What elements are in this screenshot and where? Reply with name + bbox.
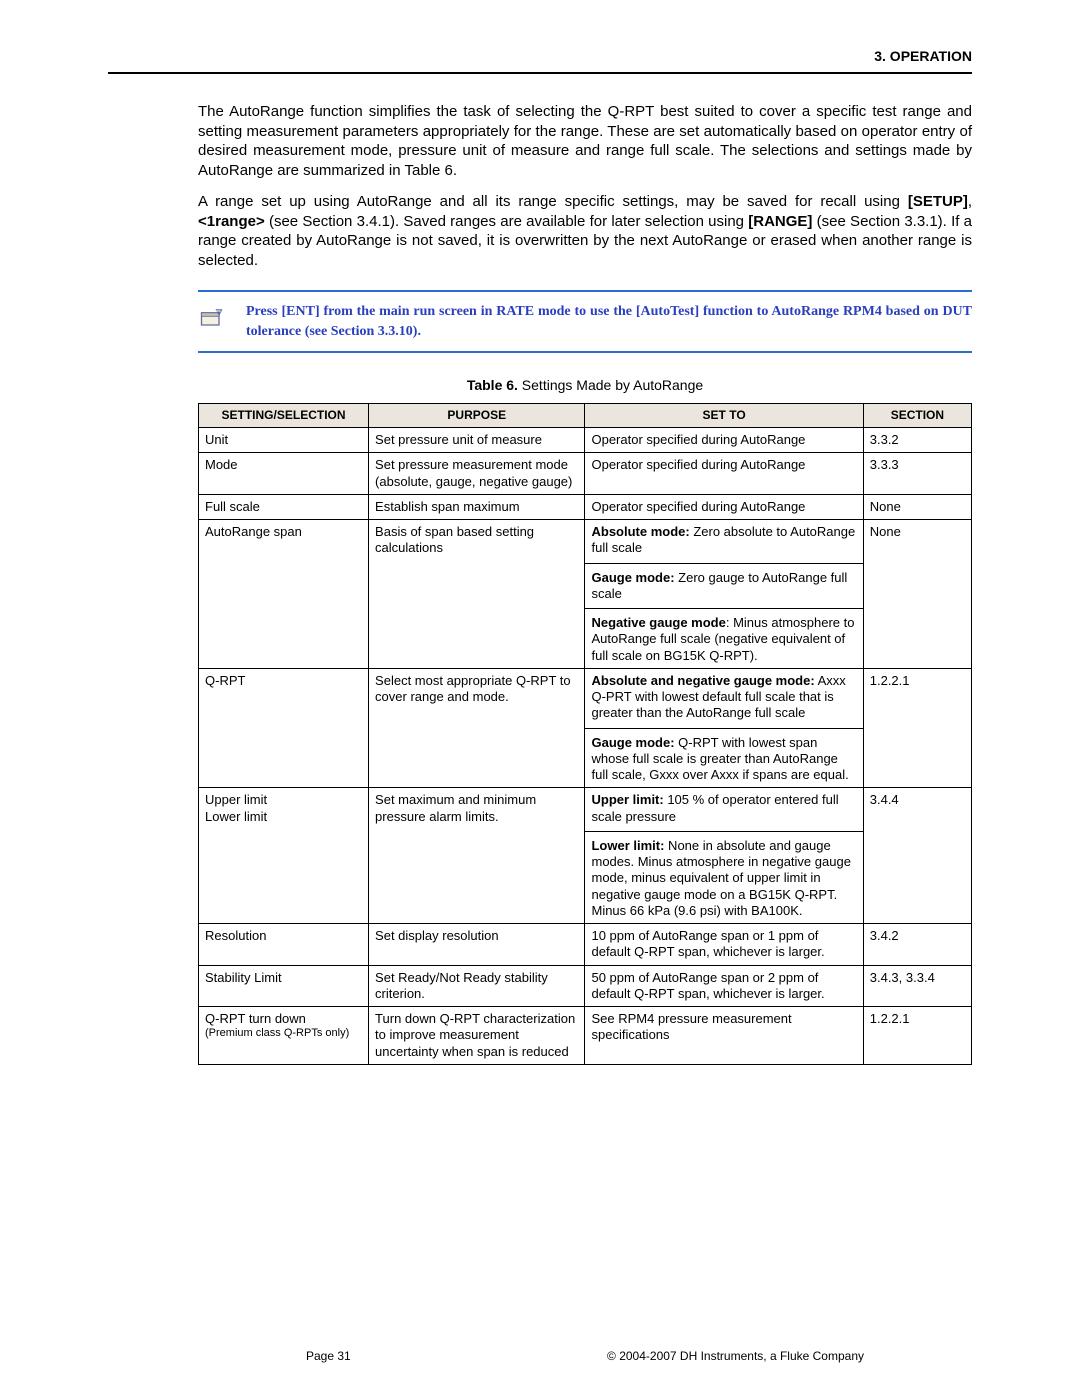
td-section: 3.3.3 <box>863 453 971 495</box>
text: (Premium class Q-RPTs only) <box>205 1027 362 1041</box>
td-setting: Full scale <box>199 494 369 519</box>
label: Negative gauge mode <box>591 615 725 630</box>
table-label: Table 6. <box>467 377 518 393</box>
td-purpose: Set display resolution <box>369 924 585 966</box>
td-setto: Absolute mode: Zero absolute to AutoRang… <box>585 520 863 669</box>
copyright: © 2004-2007 DH Instruments, a Fluke Comp… <box>607 1349 864 1363</box>
cell-separator <box>585 608 862 609</box>
cell-separator <box>585 563 862 564</box>
td-purpose: Select most appropriate Q-RPT to cover r… <box>369 668 585 788</box>
td-setto: See RPM4 pressure measurement specificat… <box>585 1007 863 1065</box>
table-row: Resolution Set display resolution 10 ppm… <box>199 924 972 966</box>
label: Absolute and negative gauge mode: <box>591 673 814 688</box>
th-setting: SETTING/SELECTION <box>199 404 369 428</box>
td-setto: Operator specified during AutoRange <box>585 453 863 495</box>
table-caption: Table 6. Settings Made by AutoRange <box>198 377 972 393</box>
table-row: Unit Set pressure unit of measure Operat… <box>199 428 972 453</box>
label: Upper limit: <box>591 792 663 807</box>
table-row: AutoRange span Basis of span based setti… <box>199 520 972 669</box>
cell-separator <box>585 831 862 832</box>
td-setting: Upper limit Lower limit <box>199 788 369 924</box>
td-setting: Stability Limit <box>199 965 369 1007</box>
td-setting: Mode <box>199 453 369 495</box>
label: Gauge mode: <box>591 570 674 585</box>
settings-table: SETTING/SELECTION PURPOSE SET TO SECTION… <box>198 403 972 1065</box>
range-key: [RANGE] <box>748 213 812 230</box>
note-text: Press [ENT] from the main run screen in … <box>246 302 972 341</box>
td-purpose: Turn down Q-RPT characterization to impr… <box>369 1007 585 1065</box>
header-rule <box>108 72 972 74</box>
td-section: 3.4.4 <box>863 788 971 924</box>
paragraph-2: A range set up using AutoRange and all i… <box>198 192 972 270</box>
td-setting: Resolution <box>199 924 369 966</box>
table-header-row: SETTING/SELECTION PURPOSE SET TO SECTION <box>199 404 972 428</box>
td-purpose: Set Ready/Not Ready stability criterion. <box>369 965 585 1007</box>
th-setto: SET TO <box>585 404 863 428</box>
td-setto: 50 ppm of AutoRange span or 2 ppm of def… <box>585 965 863 1007</box>
td-section: None <box>863 520 971 669</box>
td-section: 3.4.2 <box>863 924 971 966</box>
table-row: Mode Set pressure measurement mode (abso… <box>199 453 972 495</box>
setup-key: [SETUP] <box>908 193 968 210</box>
td-setting: Q-RPT turn down (Premium class Q-RPTs on… <box>199 1007 369 1065</box>
td-section: 1.2.2.1 <box>863 668 971 788</box>
td-setto: Absolute and negative gauge mode: Axxx Q… <box>585 668 863 788</box>
td-setto: 10 ppm of AutoRange span or 1 ppm of def… <box>585 924 863 966</box>
note-icon <box>198 306 226 330</box>
table-row: Stability Limit Set Ready/Not Ready stab… <box>199 965 972 1007</box>
note-band: Press [ENT] from the main run screen in … <box>198 290 972 353</box>
text: Upper limit <box>205 792 362 808</box>
table-title: Settings Made by AutoRange <box>518 377 703 393</box>
td-setto: Operator specified during AutoRange <box>585 428 863 453</box>
one-range-key: <1range> <box>198 213 265 230</box>
td-section: 3.4.3, 3.3.4 <box>863 965 971 1007</box>
paragraph-1: The AutoRange function simplifies the ta… <box>198 102 972 180</box>
cell-separator <box>585 728 862 729</box>
td-setting: Unit <box>199 428 369 453</box>
label: Lower limit: <box>591 838 664 853</box>
td-purpose: Set pressure measurement mode (absolute,… <box>369 453 585 495</box>
section-header: 3. OPERATION <box>108 48 972 72</box>
td-section: 3.3.2 <box>863 428 971 453</box>
p2-text: A range set up using AutoRange and all i… <box>198 193 908 210</box>
th-purpose: PURPOSE <box>369 404 585 428</box>
td-setto: Operator specified during AutoRange <box>585 494 863 519</box>
td-setto: Upper limit: 105 % of operator entered f… <box>585 788 863 924</box>
text: Lower limit <box>205 809 362 825</box>
label: Absolute mode: <box>591 524 689 539</box>
page-number: Page 31 <box>306 1349 351 1363</box>
td-purpose: Basis of span based setting calculations <box>369 520 585 669</box>
td-setting: Q-RPT <box>199 668 369 788</box>
td-setting: AutoRange span <box>199 520 369 669</box>
footer: Page 31 © 2004-2007 DH Instruments, a Fl… <box>0 1349 1080 1363</box>
content: The AutoRange function simplifies the ta… <box>198 102 972 1065</box>
td-purpose: Set pressure unit of measure <box>369 428 585 453</box>
td-section: 1.2.2.1 <box>863 1007 971 1065</box>
td-purpose: Set maximum and minimum pressure alarm l… <box>369 788 585 924</box>
td-purpose: Establish span maximum <box>369 494 585 519</box>
p2-text: (see Section 3.4.1). Saved ranges are av… <box>265 213 749 230</box>
p2-text: , <box>968 193 972 210</box>
table-row: Q-RPT turn down (Premium class Q-RPTs on… <box>199 1007 972 1065</box>
td-section: None <box>863 494 971 519</box>
th-section: SECTION <box>863 404 971 428</box>
table-row: Full scale Establish span maximum Operat… <box>199 494 972 519</box>
table-row: Q-RPT Select most appropriate Q-RPT to c… <box>199 668 972 788</box>
text: Q-RPT turn down <box>205 1011 362 1027</box>
label: Gauge mode: <box>591 735 674 750</box>
table-row: Upper limit Lower limit Set maximum and … <box>199 788 972 924</box>
